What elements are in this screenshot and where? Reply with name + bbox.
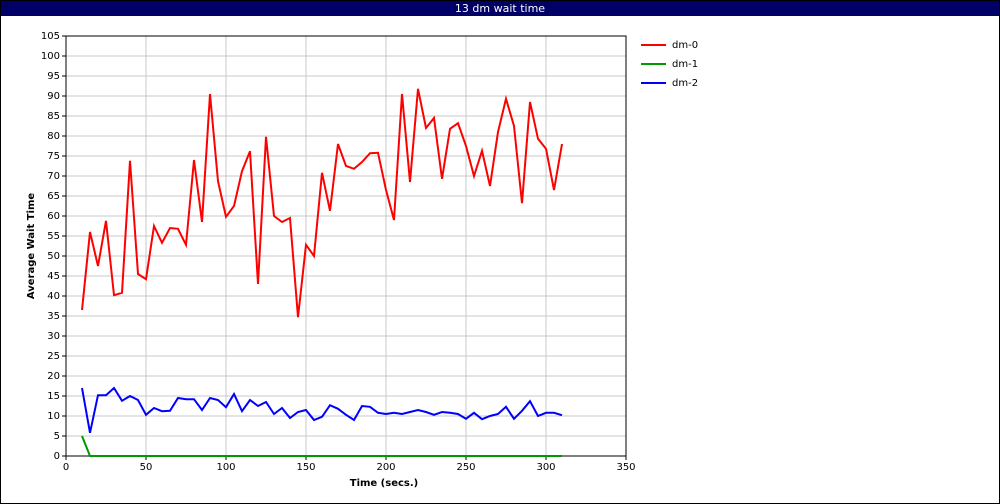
x-tick-label: 200 (376, 462, 395, 473)
y-tick-label: 40 (47, 291, 60, 302)
y-tick-label: 95 (47, 71, 60, 82)
y-tick-label: 70 (47, 171, 60, 182)
x-tick-label: 300 (536, 462, 555, 473)
x-tick-label: 250 (456, 462, 475, 473)
y-tick-label: 20 (47, 371, 60, 382)
y-tick-label: 100 (41, 51, 60, 62)
y-tick-label: 15 (47, 391, 60, 402)
y-tick-label: 5 (54, 431, 60, 442)
x-tick-label: 0 (63, 462, 69, 473)
chart-title: 13 dm wait time (1, 1, 999, 16)
y-tick-label: 45 (47, 271, 60, 282)
x-tick-label: 100 (216, 462, 235, 473)
y-tick-label: 30 (47, 331, 60, 342)
series-line (81, 435, 562, 457)
x-axis-label: Time (secs.) (350, 478, 419, 489)
y-tick-label: 35 (47, 311, 60, 322)
x-tick-label: 50 (140, 462, 153, 473)
series-line (81, 88, 563, 318)
y-tick-label: 85 (47, 111, 60, 122)
y-tick-label: 55 (47, 231, 60, 242)
y-tick-label: 90 (47, 91, 60, 102)
series-line (81, 386, 563, 434)
y-tick-label: 25 (47, 351, 60, 362)
y-tick-label: 65 (47, 191, 60, 202)
legend-label: dm-2 (672, 78, 698, 89)
x-tick-label: 350 (616, 462, 635, 473)
legend-label: dm-0 (672, 40, 698, 51)
y-tick-label: 50 (47, 251, 60, 262)
y-axis-label: Average Wait Time (26, 193, 37, 300)
y-tick-label: 60 (47, 211, 60, 222)
y-tick-label: 75 (47, 151, 60, 162)
y-tick-label: 105 (41, 31, 60, 42)
x-tick-label: 150 (296, 462, 315, 473)
legend-label: dm-1 (672, 59, 698, 70)
y-tick-label: 10 (47, 411, 60, 422)
y-tick-label: 80 (47, 131, 60, 142)
y-tick-label: 0 (54, 451, 60, 462)
